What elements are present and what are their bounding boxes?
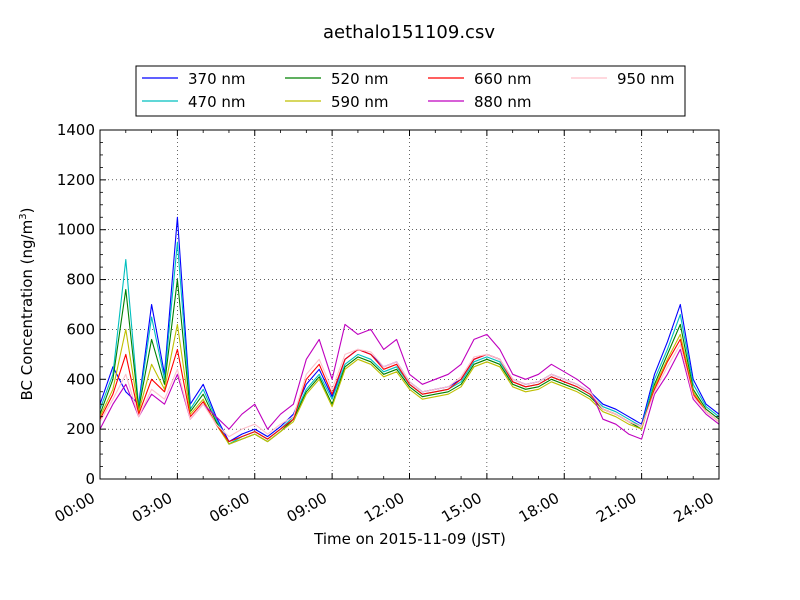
series-lines	[99, 216, 720, 445]
y-tick-label: 200	[66, 420, 95, 438]
y-axis-label: BC Concentration (ng/m3)	[18, 208, 36, 401]
y-axis-label-main: BC Concentration (ng/m	[18, 220, 36, 401]
legend-label: 370 nm	[188, 70, 246, 88]
legend-label: 660 nm	[474, 70, 532, 88]
x-tick-label: 18:00	[516, 489, 562, 526]
x-tick-label: 15:00	[438, 489, 484, 526]
y-tick-label: 1200	[57, 171, 95, 189]
x-tick-label: 09:00	[284, 489, 330, 526]
series-line-590-nm	[99, 323, 720, 445]
y-tick-label: 400	[66, 370, 95, 388]
axis-ticks: 0 200 400 600 800 1000 1200 1400 00:00 03:00 06:00…	[52, 121, 720, 526]
legend-label: 950 nm	[617, 70, 675, 88]
legend-box	[135, 65, 686, 117]
y-tick-label: 600	[66, 320, 95, 338]
series-line-950-nm	[99, 343, 720, 438]
legend-label: 470 nm	[188, 93, 246, 111]
x-tick-label: 03:00	[129, 489, 175, 526]
legend-label: 880 nm	[474, 93, 532, 111]
y-tick-label: 0	[85, 470, 95, 488]
x-axis-label: Time on 2015-11-09 (JST)	[313, 530, 506, 548]
series-line-520-nm	[99, 279, 720, 445]
y-tick-label: 800	[66, 271, 95, 289]
y-tick-label: 1000	[57, 221, 95, 239]
x-tick-label: 12:00	[361, 489, 407, 526]
y-tick-label: 1400	[57, 121, 95, 139]
legend: 370 nm 470 nm 520 nm 590 nm 660 nm 880 nm 950 …	[135, 65, 686, 117]
x-tick-label: 00:00	[52, 489, 98, 526]
y-axis-label-superscript: 3	[18, 213, 29, 219]
x-tick-label: 21:00	[593, 489, 639, 526]
x-tick-label: 24:00	[671, 489, 717, 526]
chart-title: aethalo151109.csv	[323, 22, 495, 43]
legend-label: 590 nm	[331, 93, 389, 111]
y-axis-label-close: )	[18, 208, 36, 214]
grid	[100, 130, 719, 479]
legend-label: 520 nm	[331, 70, 389, 88]
x-tick-label: 06:00	[206, 489, 252, 526]
